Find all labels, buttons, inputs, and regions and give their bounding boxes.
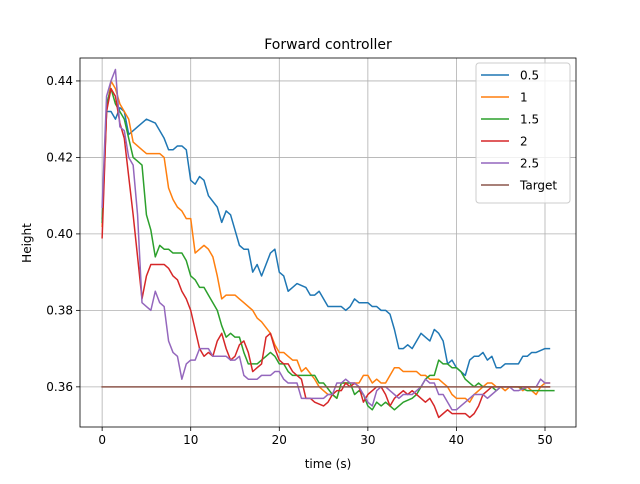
x-axis-label: time (s)	[305, 457, 352, 471]
legend-item: Target	[481, 179, 557, 193]
legend-label: 2	[520, 135, 528, 149]
y-tick: 0.36	[46, 380, 80, 394]
y-axis-ticks: 0.36 0.38 0.40 0.42 0.44	[46, 74, 80, 394]
y-tick-label: 0.38	[46, 303, 73, 317]
x-tick: 20	[272, 427, 287, 447]
x-tick: 40	[449, 427, 464, 447]
y-axis-label: Height	[20, 223, 34, 263]
y-tick-label: 0.36	[46, 380, 73, 394]
legend-label: 1.5	[520, 113, 539, 127]
series-line-1	[101, 80, 551, 403]
y-tick: 0.42	[46, 150, 80, 164]
legend-item: 2	[481, 135, 528, 149]
x-tick: 0	[98, 427, 106, 447]
legend-label: 1	[520, 91, 528, 105]
x-tick-label: 0	[98, 433, 106, 447]
x-tick: 30	[360, 427, 376, 447]
y-tick-label: 0.42	[46, 150, 73, 164]
legend-label: 2.5	[520, 157, 539, 171]
chart-title: Forward controller	[264, 37, 392, 53]
legend-item: 1	[481, 91, 528, 105]
x-axis-ticks: 0 10 20 30 40 50	[98, 427, 553, 447]
series-lines	[101, 68, 555, 419]
x-tick-label: 20	[272, 433, 287, 447]
x-tick-label: 40	[449, 433, 464, 447]
legend-label: 0.5	[520, 69, 539, 83]
y-tick: 0.38	[46, 303, 80, 317]
y-tick-label: 0.40	[46, 227, 73, 241]
y-tick: 0.40	[46, 227, 80, 241]
legend-item: 2.5	[481, 157, 539, 171]
y-tick-label: 0.44	[46, 74, 73, 88]
legend-item: 0.5	[481, 69, 539, 83]
x-tick: 50	[537, 427, 553, 447]
legend-item: 1.5	[481, 113, 539, 127]
series-line-2-5	[101, 68, 551, 411]
x-tick-label: 30	[360, 433, 375, 447]
plot-frame	[79, 57, 577, 428]
legend-box	[475, 62, 571, 204]
legend-label: Target	[519, 179, 557, 193]
x-tick: 10	[183, 427, 198, 447]
series-line-1-5	[101, 87, 555, 411]
y-tick: 0.44	[46, 74, 80, 88]
series-line-0-5	[101, 106, 551, 377]
x-tick-label: 50	[537, 433, 552, 447]
legend: 0.5 1 1.5 2 2.5 Target	[475, 62, 571, 204]
x-tick-label: 10	[183, 433, 198, 447]
